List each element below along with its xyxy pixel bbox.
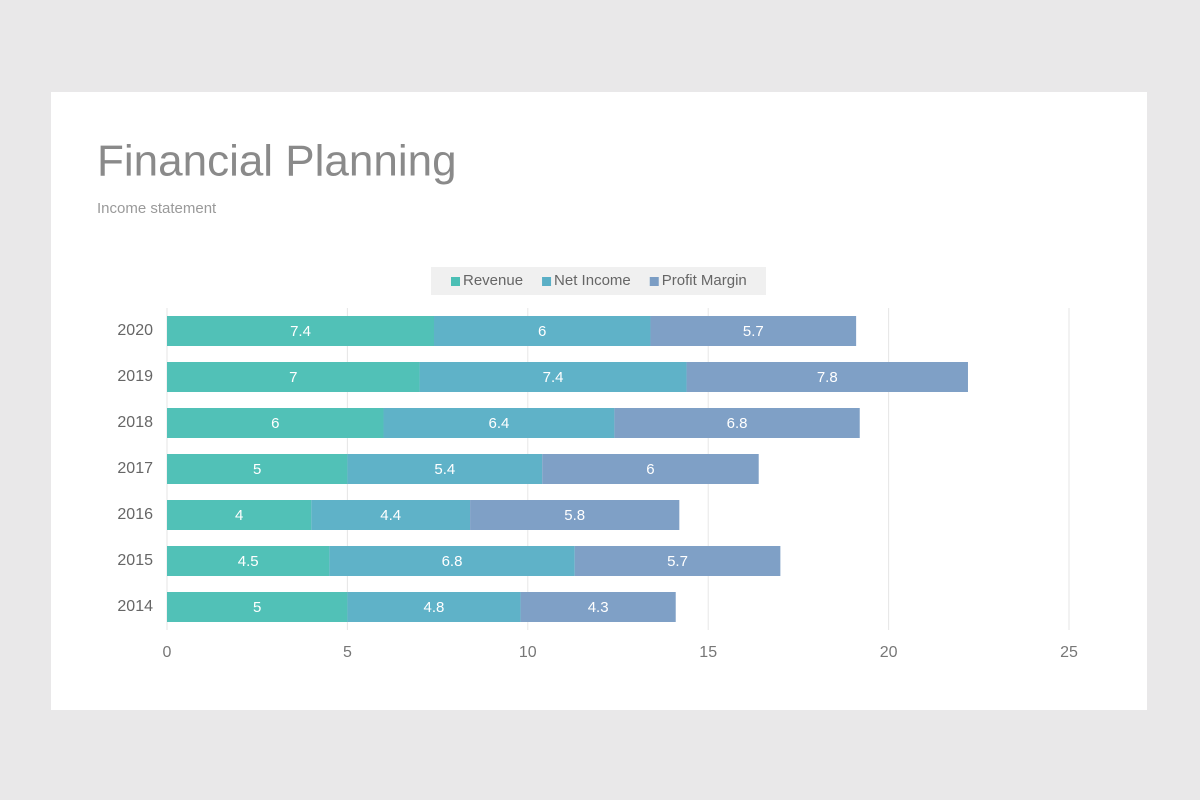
bar-segment [686,362,968,392]
data-label: 6.4 [489,415,510,432]
bar-segment [614,408,860,438]
data-label: 7 [289,369,297,386]
x-tick-label: 25 [1060,644,1078,661]
bar-segment [650,316,857,346]
y-tick-label: 2015 [117,552,153,569]
data-label: 5 [253,599,261,616]
x-tick-label: 0 [163,644,172,661]
data-label: 6 [646,461,654,478]
bar-segment [470,500,680,530]
bar-segment [167,500,312,530]
bar-segment [383,408,615,438]
bar-segment [167,316,434,346]
y-tick-label: 2016 [117,506,153,523]
legend-swatch [542,277,552,286]
y-tick-label: 2018 [117,414,153,431]
legend-swatch [649,277,659,286]
y-tick-label: 2019 [117,368,153,385]
bar-segment [520,592,676,622]
bar-segment [542,454,759,484]
data-label: 6.8 [442,553,463,570]
data-label: 7.8 [817,369,838,386]
data-label: 7.4 [543,369,564,386]
bar-segment [419,362,687,392]
data-label: 5.4 [434,461,455,478]
data-label: 4 [235,507,243,524]
data-label: 5.7 [667,553,688,570]
bar-segment [574,546,781,576]
legend-swatch [451,277,460,286]
legend-label: Profit Margin [662,272,747,289]
bar-segment [347,592,521,622]
data-label: 4.8 [424,599,445,616]
chart-subtitle: Income statement [97,200,217,217]
bar-segment [167,408,384,438]
y-tick-label: 2020 [117,322,153,339]
bar-segment [347,454,543,484]
bar-segment [329,546,575,576]
data-label: 4.5 [238,553,259,570]
legend-box [431,267,766,295]
legend-label: Net Income [554,272,631,289]
x-tick-label: 20 [880,644,898,661]
bar-segment [167,362,420,392]
labels: 0 5 10 15 20 25 2020 7.4 6 5.7 2019 7 7.4 7.8 2018 6 6.4… [117,272,1078,661]
x-tick-label: 5 [343,644,352,661]
data-label: 4.3 [588,599,609,616]
x-tick-label: 15 [699,644,717,661]
y-tick-label: 2014 [117,598,153,615]
chart-title: Financial Planning [97,137,457,186]
bar-segment [167,592,348,622]
data-label: 5.8 [564,507,585,524]
data-label: 4.4 [380,507,401,524]
bar-segment [433,316,651,346]
data-label: 7.4 [290,323,311,340]
data-label: 6.8 [727,415,748,432]
bars [167,316,968,622]
bar-segment [167,546,330,576]
data-label: 6 [271,415,279,432]
y-tick-label: 2017 [117,460,153,477]
bar-segment [167,454,348,484]
x-tick-label: 10 [519,644,537,661]
data-label: 5.7 [743,323,764,340]
bar-segment [311,500,471,530]
data-label: 6 [538,323,546,340]
legend-label: Revenue [463,272,523,289]
data-label: 5 [253,461,261,478]
